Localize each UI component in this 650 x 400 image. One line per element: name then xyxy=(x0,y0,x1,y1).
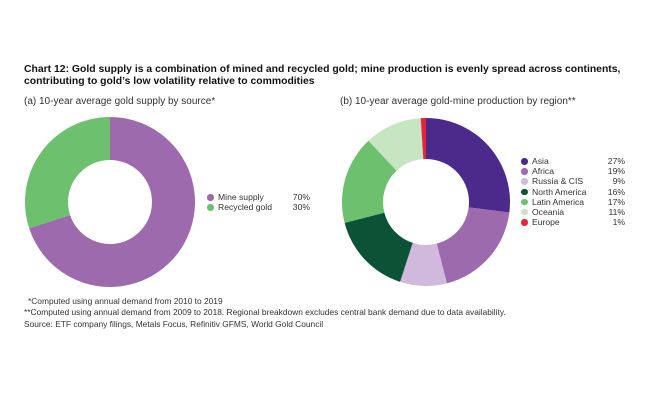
legend-swatch-icon xyxy=(521,158,528,165)
legend-item: Mine supply 70% xyxy=(207,192,310,202)
chart-a-subtitle: (a) 10-year average gold supply by sourc… xyxy=(24,96,216,107)
donut-slice-recycled-gold xyxy=(24,117,110,229)
legend-swatch-icon xyxy=(521,219,528,226)
legend-value: 70% xyxy=(292,192,310,202)
donut-slice-north-america xyxy=(344,212,413,282)
legend-value: 16% xyxy=(607,186,625,197)
legend-value: 1% xyxy=(612,217,625,228)
legend-label: Asia xyxy=(532,156,549,166)
legend-swatch-icon xyxy=(521,198,528,206)
legend-item: North America 16% xyxy=(521,187,625,197)
footnote-1: *Computed using annual demand from 2010 … xyxy=(28,296,223,306)
legend-production-by-region: Asia 27% Africa 19% Russia & CIS 9% North Amer… xyxy=(521,156,625,227)
donut-slice-oceania xyxy=(368,118,424,171)
legend-label: Russia & CIS xyxy=(532,176,584,187)
legend-label: Africa xyxy=(532,166,554,177)
legend-swatch-icon xyxy=(521,178,528,185)
legend-supply-by-source: Mine supply 70% Recycled gold 30% xyxy=(207,192,310,212)
legend-swatch-icon xyxy=(207,204,214,211)
legend-value: 9% xyxy=(612,176,625,187)
legend-swatch-icon xyxy=(521,168,528,175)
donut-slice-africa xyxy=(436,207,510,284)
legend-label: Latin America xyxy=(532,196,585,207)
legend-item: Recycled gold 30% xyxy=(207,202,310,212)
donut-slice-mine-supply xyxy=(29,117,196,287)
donut-slice-latin-america xyxy=(341,140,397,223)
chart-b-subtitle: (b) 10-year average gold-mine production… xyxy=(340,96,576,107)
legend-label: Oceania xyxy=(532,206,565,217)
legend-value: 17% xyxy=(607,196,625,207)
legend-swatch-icon xyxy=(521,188,528,196)
legend-swatch-icon xyxy=(207,194,214,201)
legend-value: 11% xyxy=(608,206,625,217)
legend-value: 19% xyxy=(607,166,625,177)
donut-slice-russia-cis xyxy=(400,242,447,286)
legend-item: Africa 19% xyxy=(521,166,625,176)
legend-label: Mine supply xyxy=(218,192,264,202)
legend-swatch-icon xyxy=(521,208,528,216)
legend-item: Oceania 11% xyxy=(521,207,625,217)
footnotes: *Computed using annual demand from 2010 … xyxy=(24,296,506,330)
legend-label: Recycled gold xyxy=(218,202,272,213)
legend-value: 30% xyxy=(292,202,310,213)
donut-slice-europe xyxy=(420,118,426,160)
legend-value: 27% xyxy=(607,156,625,166)
source-note: Source: ETF company filings, Metals Focu… xyxy=(24,319,324,329)
chart-title: Chart 12: Gold supply is a combination o… xyxy=(24,64,621,87)
legend-item: Latin America 17% xyxy=(521,197,625,207)
footnote-2: **Computed using annual demand from 2009… xyxy=(24,307,506,317)
donut-slice-asia xyxy=(426,118,511,213)
legend-item: Europe 1% xyxy=(521,217,625,227)
legend-label: North America xyxy=(532,186,587,197)
legend-item: Asia 27% xyxy=(521,156,625,166)
legend-item: Russia & CIS 9% xyxy=(521,176,625,186)
legend-label: Europe xyxy=(532,217,560,228)
